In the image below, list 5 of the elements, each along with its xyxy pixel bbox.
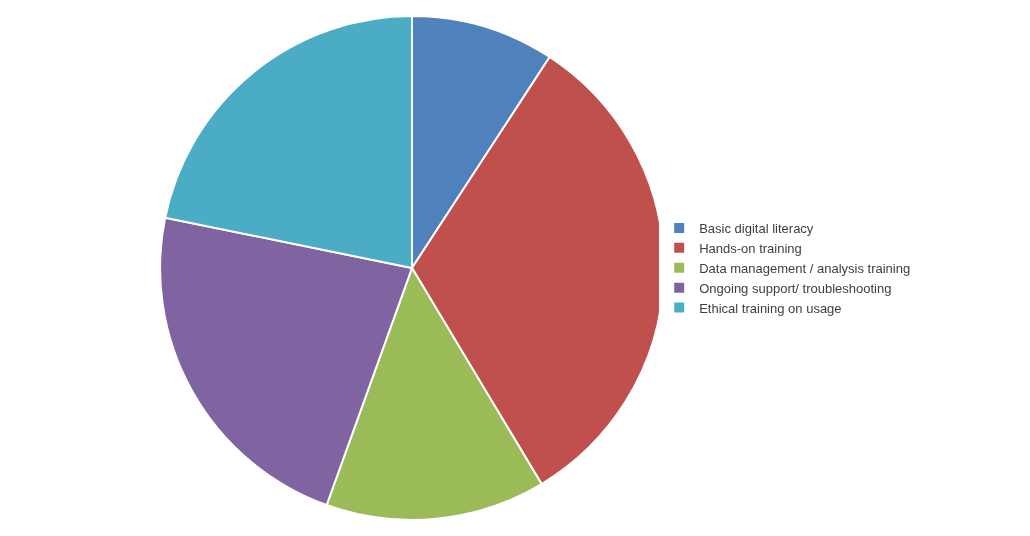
legend-label: Ethical training on usage [699, 300, 842, 316]
legend-label: Data management / analysis training [699, 260, 911, 276]
legend-label: Basic digital literacy [699, 221, 814, 237]
legend-label: Ongoing support/ troubleshooting [699, 280, 892, 296]
legend-label: Hands-on training [699, 240, 802, 256]
